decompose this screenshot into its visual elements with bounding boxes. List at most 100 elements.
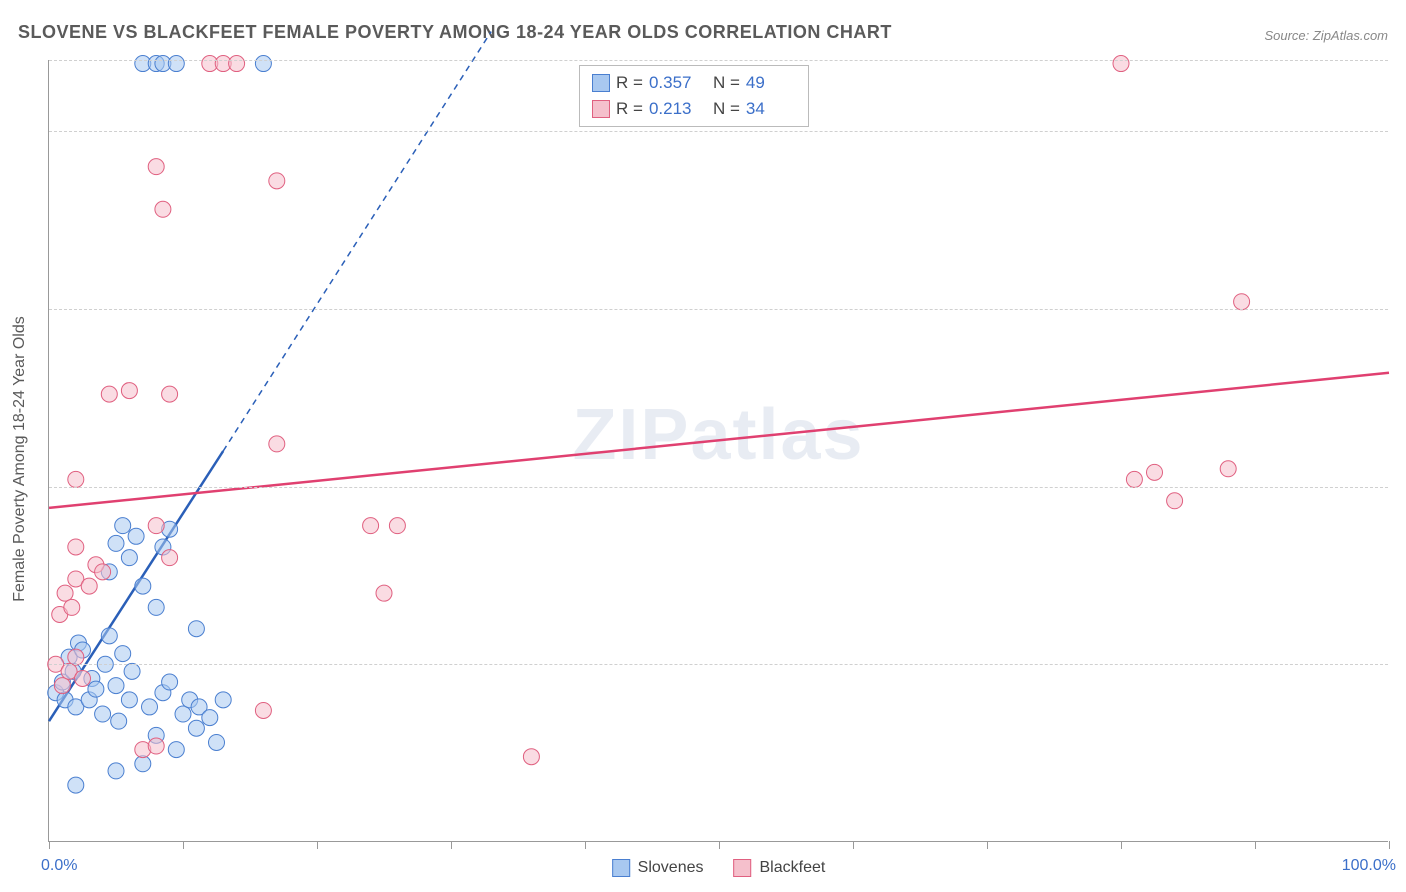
data-point — [188, 720, 204, 736]
data-point — [162, 386, 178, 402]
data-point — [124, 663, 140, 679]
trendline-extrapolated — [223, 32, 491, 451]
data-point — [389, 518, 405, 534]
data-point — [162, 550, 178, 566]
source-credit: Source: ZipAtlas.com — [1264, 28, 1388, 43]
data-point — [108, 678, 124, 694]
data-point — [57, 585, 73, 601]
r-value: 0.213 — [649, 96, 699, 122]
legend-label: Blackfeet — [760, 859, 826, 877]
legend-swatch — [734, 859, 752, 877]
chart-plot-area: ZIPatlas R =0.357N =49R =0.213N =34 Slov… — [48, 60, 1388, 842]
data-point — [68, 539, 84, 555]
data-point — [1220, 461, 1236, 477]
gridline — [49, 487, 1388, 488]
data-point — [148, 159, 164, 175]
n-label: N = — [713, 70, 740, 96]
data-point — [255, 702, 271, 718]
data-point — [1167, 493, 1183, 509]
data-point — [54, 678, 70, 694]
data-point — [95, 564, 111, 580]
data-point — [95, 706, 111, 722]
data-point — [215, 692, 231, 708]
data-point — [115, 518, 131, 534]
data-point — [135, 756, 151, 772]
data-point — [162, 674, 178, 690]
x-tick — [317, 841, 318, 849]
data-point — [135, 578, 151, 594]
data-point — [121, 692, 137, 708]
data-point — [121, 383, 137, 399]
n-value: 49 — [746, 70, 796, 96]
gridline — [49, 664, 1388, 665]
data-point — [175, 706, 191, 722]
data-point — [64, 599, 80, 615]
stats-legend-box: R =0.357 N =49 R =0.213 N =34 — [579, 65, 809, 127]
data-point — [121, 550, 137, 566]
n-value: 34 — [746, 96, 796, 122]
data-point — [148, 518, 164, 534]
data-point — [68, 471, 84, 487]
data-point — [255, 56, 271, 72]
data-point — [115, 646, 131, 662]
data-point — [269, 173, 285, 189]
data-point — [168, 742, 184, 758]
trendline — [49, 373, 1389, 508]
data-point — [209, 734, 225, 750]
data-point — [1126, 471, 1142, 487]
x-tick — [1389, 841, 1390, 849]
stats-row: R =0.213 N =34 — [592, 96, 796, 122]
stats-row: R =0.357 N =49 — [592, 70, 796, 96]
data-point — [1147, 464, 1163, 480]
data-point — [108, 763, 124, 779]
legend-item: Slovenes — [612, 859, 704, 877]
gridline — [49, 309, 1388, 310]
data-point — [269, 436, 285, 452]
data-point — [108, 535, 124, 551]
data-point — [68, 649, 84, 665]
data-point — [111, 713, 127, 729]
data-point — [128, 528, 144, 544]
series-swatch — [592, 100, 610, 118]
data-point — [101, 628, 117, 644]
x-tick — [585, 841, 586, 849]
data-point — [81, 578, 97, 594]
data-point — [148, 599, 164, 615]
gridline — [49, 60, 1388, 61]
data-point — [75, 670, 91, 686]
r-value: 0.357 — [649, 70, 699, 96]
data-point — [142, 699, 158, 715]
x-tick — [1255, 841, 1256, 849]
data-point — [202, 710, 218, 726]
series-legend: Slovenes Blackfeet — [612, 859, 826, 877]
data-point — [68, 777, 84, 793]
legend-item: Blackfeet — [734, 859, 826, 877]
data-point — [1113, 56, 1129, 72]
data-point — [168, 56, 184, 72]
y-axis-label: Female Poverty Among 18-24 Year Olds — [11, 289, 29, 629]
legend-label: Slovenes — [638, 859, 704, 877]
r-label: R = — [616, 96, 643, 122]
series-swatch — [592, 74, 610, 92]
x-tick — [451, 841, 452, 849]
data-point — [376, 585, 392, 601]
data-point — [229, 56, 245, 72]
x-tick — [987, 841, 988, 849]
x-tick-label: 0.0% — [41, 857, 77, 875]
data-point — [523, 749, 539, 765]
chart-title: SLOVENE VS BLACKFEET FEMALE POVERTY AMON… — [18, 22, 892, 43]
data-point — [88, 681, 104, 697]
legend-swatch — [612, 859, 630, 877]
data-point — [148, 738, 164, 754]
x-tick — [853, 841, 854, 849]
scatter-svg — [49, 60, 1388, 841]
n-label: N = — [713, 96, 740, 122]
gridline — [49, 131, 1388, 132]
r-label: R = — [616, 70, 643, 96]
data-point — [188, 621, 204, 637]
x-tick — [1121, 841, 1122, 849]
data-point — [101, 386, 117, 402]
x-tick — [183, 841, 184, 849]
data-point — [363, 518, 379, 534]
x-tick-label: 100.0% — [1342, 857, 1396, 875]
